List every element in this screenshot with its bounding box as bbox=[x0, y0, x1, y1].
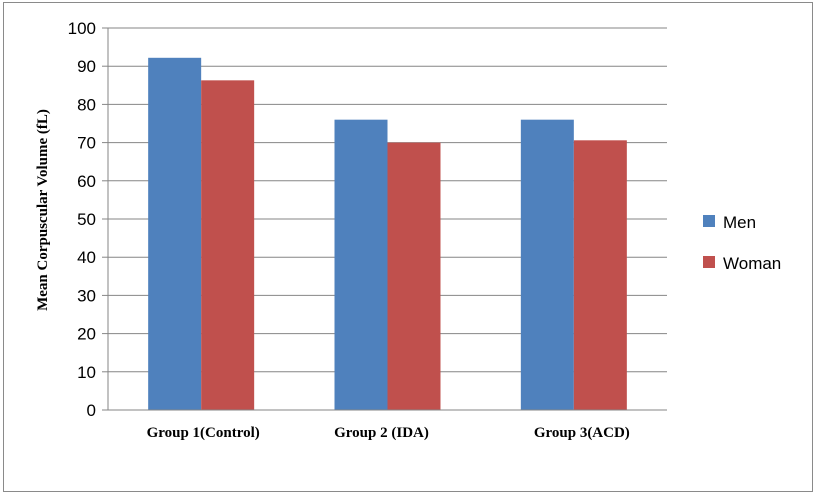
x-category-label: Group 2 (IDA) bbox=[334, 425, 429, 441]
y-tick-label: 20 bbox=[77, 325, 96, 344]
bar-woman-3 bbox=[573, 140, 627, 411]
y-tick-label: 90 bbox=[77, 57, 96, 76]
bar-men-3 bbox=[520, 119, 574, 411]
y-tick-label: 50 bbox=[77, 210, 96, 229]
y-tick-label: 40 bbox=[77, 248, 96, 267]
y-tick-label: 70 bbox=[77, 134, 96, 153]
bars bbox=[148, 57, 627, 411]
y-tick-label: 60 bbox=[77, 172, 96, 191]
bar-woman-2 bbox=[387, 142, 441, 410]
y-tick-label: 100 bbox=[68, 19, 96, 38]
x-category-label: Group 3(ACD) bbox=[534, 425, 630, 441]
legend-label-men: Men bbox=[723, 213, 756, 232]
legend-swatch-men bbox=[703, 215, 715, 227]
y-tick-label: 0 bbox=[87, 401, 96, 420]
bar-men-1 bbox=[148, 57, 202, 411]
y-tick-labels: 0 10 20 30 40 50 60 70 80 90 100 bbox=[68, 19, 96, 420]
bar-woman-1 bbox=[201, 80, 255, 411]
x-category-label: Group 1(Control) bbox=[147, 425, 260, 441]
y-axis-label: Mean Corpuscular Volume (fL) bbox=[35, 109, 51, 311]
y-tick-label: 10 bbox=[77, 363, 96, 382]
legend-swatch-woman bbox=[703, 256, 715, 268]
y-tick-label: 80 bbox=[77, 95, 96, 114]
legend: Men Woman bbox=[703, 213, 781, 273]
bar-men-2 bbox=[334, 119, 388, 411]
y-tick-label: 30 bbox=[77, 286, 96, 305]
x-category-labels: Group 1(Control) Group 2 (IDA) Group 3(ACD… bbox=[147, 425, 630, 441]
legend-label-woman: Woman bbox=[723, 254, 781, 273]
